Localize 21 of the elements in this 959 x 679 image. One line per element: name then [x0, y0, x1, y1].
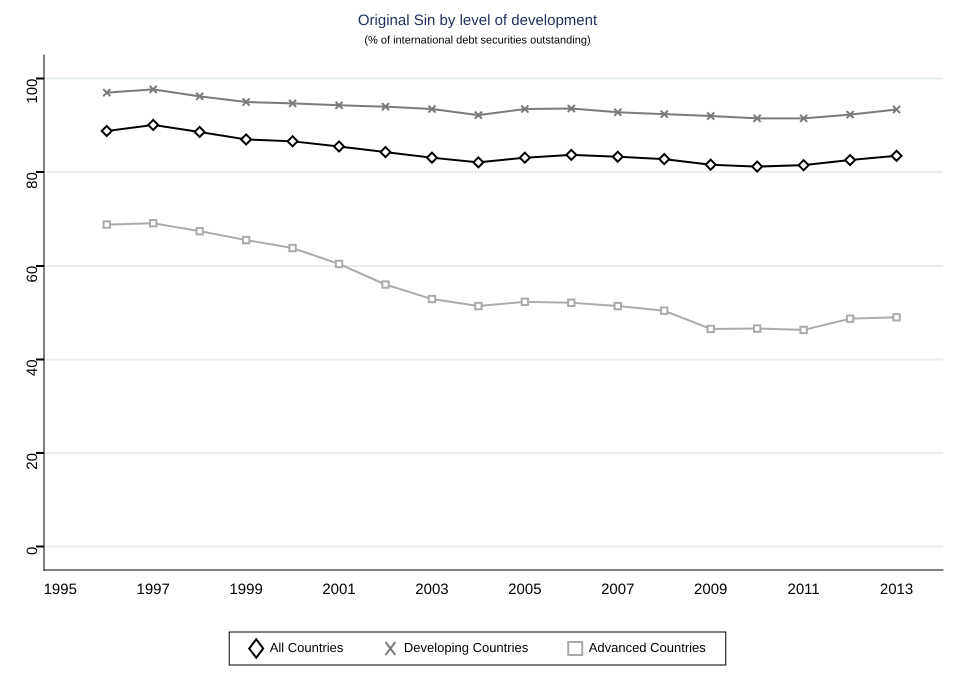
y-tick-label: 100	[24, 78, 42, 104]
x-tick-label: 2011	[787, 581, 820, 598]
x-tick-label: 2005	[508, 581, 542, 598]
x-tick-label: 1997	[136, 581, 170, 598]
chart-title: Original Sin by level of development	[358, 12, 598, 30]
x-tick-label: 2013	[880, 581, 914, 598]
y-tick-label: 80	[24, 172, 42, 189]
x-tick-label: 2007	[601, 581, 634, 598]
legend-label: All Countries	[270, 640, 344, 656]
x-tick-label: 2001	[322, 581, 356, 598]
y-tick-label: 0	[24, 546, 42, 555]
x-tick-label: 1999	[229, 581, 263, 598]
legend-label: Developing Countries	[404, 640, 529, 656]
legend-label: Advanced Countries	[588, 640, 706, 656]
chart-subtitle: (% of international debt securities outstanding)	[364, 34, 591, 47]
x-tick-label: 2003	[415, 581, 449, 598]
x-tick-label: 1995	[44, 581, 77, 598]
y-tick-label: 20	[24, 453, 42, 470]
y-tick-label: 60	[24, 266, 42, 282]
y-tick-label: 40	[24, 359, 42, 376]
x-tick-label: 2009	[694, 581, 728, 598]
